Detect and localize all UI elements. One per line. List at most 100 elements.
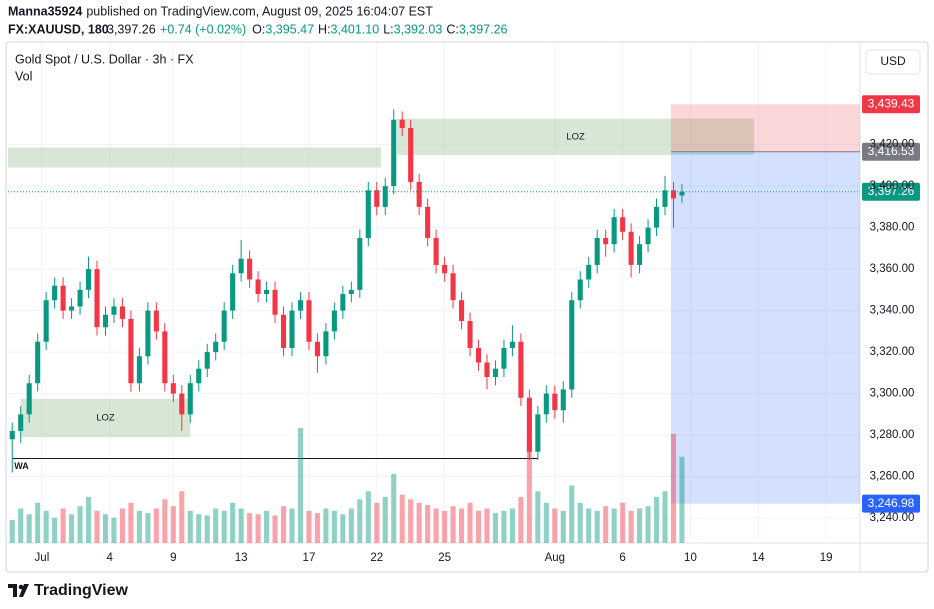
y-tick-label: 3,360.00 <box>870 263 915 275</box>
candle-body <box>408 128 414 182</box>
volume-bar <box>391 474 397 543</box>
volume-bar <box>382 497 388 543</box>
y-tick-label: 3,420.00 <box>870 139 915 151</box>
volume-bar <box>433 508 439 543</box>
volume-bar <box>323 508 329 543</box>
y-tick-label: 3,260.00 <box>870 471 915 483</box>
candle-body <box>433 237 439 265</box>
candle-body <box>314 341 320 357</box>
y-tick-label: 3,320.00 <box>870 346 915 358</box>
candle-body <box>85 269 92 290</box>
volume-bar <box>213 508 219 543</box>
candle-body <box>518 341 524 398</box>
currency-button[interactable] <box>865 49 921 75</box>
x-tick-label: 14 <box>752 552 765 564</box>
volume-bar <box>535 491 541 543</box>
volume-bar <box>272 515 278 543</box>
candle-body <box>196 368 202 384</box>
volume-bar <box>560 510 566 543</box>
candle-body <box>645 227 651 245</box>
candle-body <box>340 294 346 311</box>
volume-bar <box>297 428 304 543</box>
volume-bar <box>399 494 405 543</box>
volume-bar <box>408 499 414 543</box>
level-label: WA <box>14 461 29 471</box>
x-tick-label: Aug <box>545 552 565 564</box>
volume-bar <box>603 506 609 543</box>
candle-body <box>136 356 142 384</box>
candle-body <box>577 279 583 301</box>
candle-body <box>18 414 24 431</box>
volume-bar <box>52 517 58 543</box>
candle-body <box>501 347 507 369</box>
volume-bars <box>9 428 685 543</box>
volume-bar <box>43 510 49 543</box>
candle-body <box>374 190 380 207</box>
ohlc-key: L: <box>383 22 393 36</box>
candle-body <box>297 300 304 311</box>
axes: 3,240.00 3,260.00 3,280.00 3,300.00 3,320.00… <box>35 139 915 564</box>
price-tag-label: 3,246.98 <box>868 496 915 510</box>
candle-body <box>679 191 685 196</box>
candle-body <box>586 264 592 280</box>
volume-bar <box>179 491 185 543</box>
candle-body <box>170 383 176 394</box>
chart-title: Gold Spot / U.S. Dollar · 3h · FX <box>15 52 194 66</box>
volume-bar <box>518 497 524 543</box>
candle-body <box>111 306 117 315</box>
candle-body <box>9 430 15 440</box>
volume-bar <box>136 510 142 543</box>
published-note: published on TradingView.com, August 09,… <box>86 4 433 18</box>
candle-body <box>399 119 405 128</box>
candle-body <box>179 393 185 415</box>
candle-body <box>391 119 397 187</box>
brand-name: TradingView <box>34 582 129 599</box>
volume-bar <box>60 508 66 543</box>
x-tick-label: 9 <box>170 552 176 564</box>
volume-bar <box>119 508 125 543</box>
volume-bar <box>475 510 482 543</box>
price-tag-label: 3,439.43 <box>868 96 915 110</box>
chart-frame <box>5 41 929 573</box>
volume-bar <box>306 510 312 543</box>
candle-body <box>162 331 168 384</box>
candle-body <box>204 352 210 369</box>
candle-body <box>382 186 388 207</box>
ohlc-key: C: <box>446 22 459 36</box>
volume-bar <box>162 499 168 543</box>
currency-label: USD <box>880 54 906 68</box>
volume-bar <box>280 506 287 543</box>
volume-bar <box>128 502 134 543</box>
volume-bar <box>348 508 354 543</box>
candle-body <box>289 310 295 348</box>
x-tick-label: 13 <box>235 552 248 564</box>
volume-bar <box>94 510 100 543</box>
candle-body <box>365 190 371 238</box>
volume-bar <box>526 439 532 543</box>
price-tag-label: 3,397.26 <box>868 184 915 198</box>
volume-bar <box>255 514 261 543</box>
volume-bar <box>357 499 363 543</box>
candle-body <box>594 237 600 265</box>
volume-bar <box>264 510 270 543</box>
price-tag <box>862 142 920 161</box>
candle-body <box>60 285 66 311</box>
y-tick-label: 3,280.00 <box>870 429 915 441</box>
x-tick-label: 17 <box>303 552 316 564</box>
stop-zone <box>670 151 860 504</box>
x-tick-label: 4 <box>107 552 114 564</box>
x-tick-label: 10 <box>684 552 697 564</box>
volume-bar <box>670 433 677 543</box>
volume-bar <box>187 510 193 543</box>
candle-body <box>459 300 465 321</box>
grid <box>8 43 860 543</box>
volume-bar <box>247 513 253 543</box>
price-tag <box>862 494 920 513</box>
candle-body <box>272 289 278 315</box>
ohlc-row: O: 3,395.47 H: 3,401.10 L: 3,392.03 C: 3,397.26 <box>252 22 507 36</box>
volume-bar <box>450 506 456 543</box>
candle-body <box>662 190 668 207</box>
last-price-text: 3,397.26 <box>107 22 156 36</box>
ohlc-value: 3,395.47 <box>265 22 314 36</box>
